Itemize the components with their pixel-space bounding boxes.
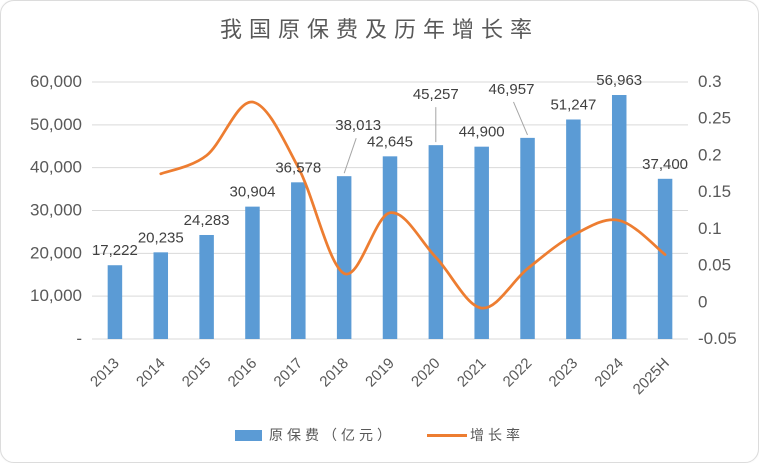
svg-text:44,900: 44,900 [459, 124, 505, 141]
svg-text:30,904: 30,904 [230, 184, 276, 201]
svg-text:0: 0 [698, 292, 707, 311]
svg-text:2022: 2022 [500, 355, 536, 391]
svg-text:42,645: 42,645 [367, 133, 413, 150]
svg-text:2016: 2016 [225, 355, 261, 391]
svg-text:2015: 2015 [179, 355, 215, 391]
svg-text:56,963: 56,963 [596, 72, 642, 89]
svg-text:51,247: 51,247 [550, 97, 596, 114]
svg-text:37,400: 37,400 [642, 156, 688, 173]
svg-text:45,257: 45,257 [413, 86, 459, 103]
svg-text:46,957: 46,957 [489, 81, 535, 98]
svg-text:2018: 2018 [316, 355, 352, 391]
svg-text:0.3: 0.3 [698, 72, 722, 91]
svg-text:-: - [76, 329, 82, 348]
svg-text:2025H: 2025H [630, 355, 673, 398]
svg-text:36,578: 36,578 [275, 159, 321, 176]
svg-text:2024: 2024 [591, 355, 627, 391]
svg-text:30,000: 30,000 [30, 201, 82, 220]
svg-text:0.1: 0.1 [698, 219, 722, 238]
svg-text:17,222: 17,222 [92, 242, 138, 259]
svg-text:0.25: 0.25 [698, 109, 731, 128]
svg-text:-0.05: -0.05 [698, 329, 737, 348]
svg-text:2014: 2014 [133, 355, 169, 391]
svg-text:40,000: 40,000 [30, 158, 82, 177]
svg-text:2023: 2023 [546, 355, 582, 391]
svg-text:20,000: 20,000 [30, 243, 82, 262]
svg-text:2013: 2013 [87, 355, 123, 391]
svg-text:2017: 2017 [271, 355, 307, 391]
svg-text:20,235: 20,235 [138, 229, 184, 246]
svg-text:38,013: 38,013 [335, 117, 381, 134]
svg-text:0.05: 0.05 [698, 256, 731, 275]
svg-text:60,000: 60,000 [30, 72, 82, 91]
svg-text:10,000: 10,000 [30, 286, 82, 305]
svg-text:0.2: 0.2 [698, 145, 722, 164]
svg-text:2021: 2021 [454, 355, 490, 391]
svg-text:0.15: 0.15 [698, 182, 731, 201]
svg-text:2019: 2019 [362, 355, 398, 391]
svg-text:24,283: 24,283 [184, 212, 230, 229]
svg-text:2020: 2020 [408, 355, 444, 391]
svg-text:50,000: 50,000 [30, 115, 82, 134]
